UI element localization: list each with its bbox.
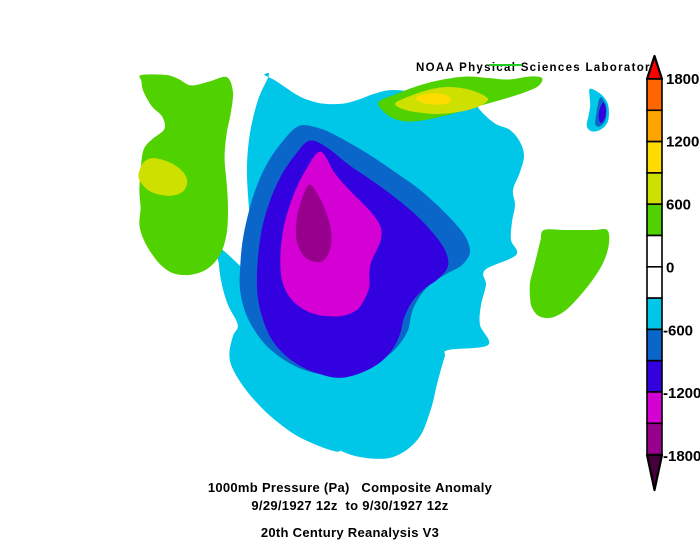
- svg-text:600: 600: [666, 197, 691, 214]
- svg-text:-1800: -1800: [663, 448, 700, 465]
- svg-text:-600: -600: [663, 322, 693, 339]
- svg-text:-1200: -1200: [663, 385, 700, 402]
- svg-text:1800: 1800: [666, 71, 699, 88]
- svg-text:0: 0: [666, 260, 674, 277]
- svg-text:1200: 1200: [666, 134, 699, 151]
